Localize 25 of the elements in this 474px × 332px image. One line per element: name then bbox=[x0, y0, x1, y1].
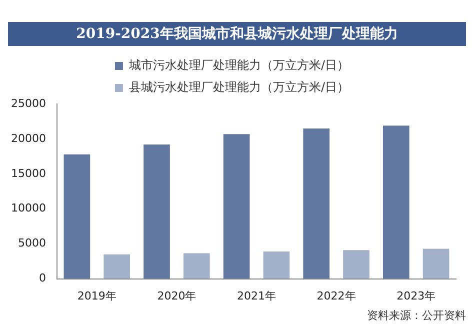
bar bbox=[64, 154, 90, 279]
y-tick-label: 5000 bbox=[18, 236, 46, 250]
x-tick-label: 2019年 bbox=[77, 289, 116, 302]
y-tick-label: 20000 bbox=[10, 132, 46, 145]
bar bbox=[223, 134, 250, 279]
x-tick-label: 2023年 bbox=[396, 289, 436, 302]
bar bbox=[422, 248, 450, 279]
x-tick-label: 2021年 bbox=[236, 289, 276, 302]
bar bbox=[382, 126, 410, 279]
y-tick-label: 15000 bbox=[10, 166, 46, 180]
y-tick-label: 10000 bbox=[10, 202, 46, 215]
y-tick-label: 25000 bbox=[10, 96, 46, 110]
legend-label: 城市污水处理厂处理能力（万立方米/日） bbox=[128, 58, 350, 72]
bar bbox=[183, 253, 210, 279]
bar bbox=[263, 252, 290, 279]
bar bbox=[343, 250, 370, 279]
x-tick-label: 2020年 bbox=[157, 289, 196, 302]
text: 资料来源：公开资料 bbox=[366, 308, 466, 323]
bar bbox=[104, 254, 130, 279]
chart-title: 2019-2023年我国城市和县城污水处理厂处理能力 bbox=[8, 22, 466, 46]
bar bbox=[303, 128, 330, 279]
bar bbox=[144, 144, 170, 279]
y-tick-label: 0 bbox=[38, 272, 46, 285]
legend-label: 县城污水处理厂处理能力（万立方米/日） bbox=[128, 80, 350, 94]
x-tick-label: 2022年 bbox=[316, 289, 356, 302]
